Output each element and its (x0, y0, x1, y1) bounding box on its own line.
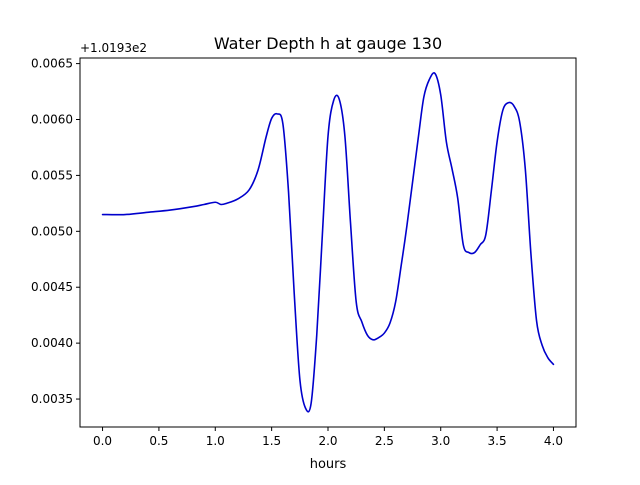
x-tick-label: 0.0 (93, 434, 112, 448)
y-tick-label: 0.0050 (31, 224, 73, 238)
series-line (101, 72, 555, 413)
y-tick-label: 0.0065 (31, 57, 73, 71)
plot-area (101, 72, 555, 413)
y-tick-label: 0.0060 (31, 113, 73, 127)
x-axis-label: hours (310, 457, 347, 472)
x-tick-label: 1.5 (262, 434, 281, 448)
x-axis: 0.0 0.5 1.0 1.5 2.0 2.5 3.0 3.5 4.0 (93, 427, 563, 448)
y-axis: 0.0035 0.0040 0.0045 0.0050 0.0055 0.0060 0.00… (31, 57, 80, 406)
x-tick-label: 0.5 (149, 434, 168, 448)
y-offset-label: +1.0193e2 (80, 41, 147, 55)
x-tick-label: 4.0 (544, 434, 563, 448)
x-tick-label: 2.5 (375, 434, 394, 448)
y-tick-label: 0.0045 (31, 280, 73, 294)
x-tick-label: 3.5 (488, 434, 507, 448)
x-tick-label: 2.0 (318, 434, 337, 448)
y-tick-label: 0.0055 (31, 168, 73, 182)
x-tick-label: 3.0 (431, 434, 450, 448)
plot-frame (79, 57, 577, 428)
y-tick-label: 0.0040 (31, 336, 73, 350)
y-tick-label: 0.0035 (31, 392, 73, 406)
chart-title: Water Depth h at gauge 130 (214, 34, 442, 53)
x-tick-label: 1.0 (206, 434, 225, 448)
